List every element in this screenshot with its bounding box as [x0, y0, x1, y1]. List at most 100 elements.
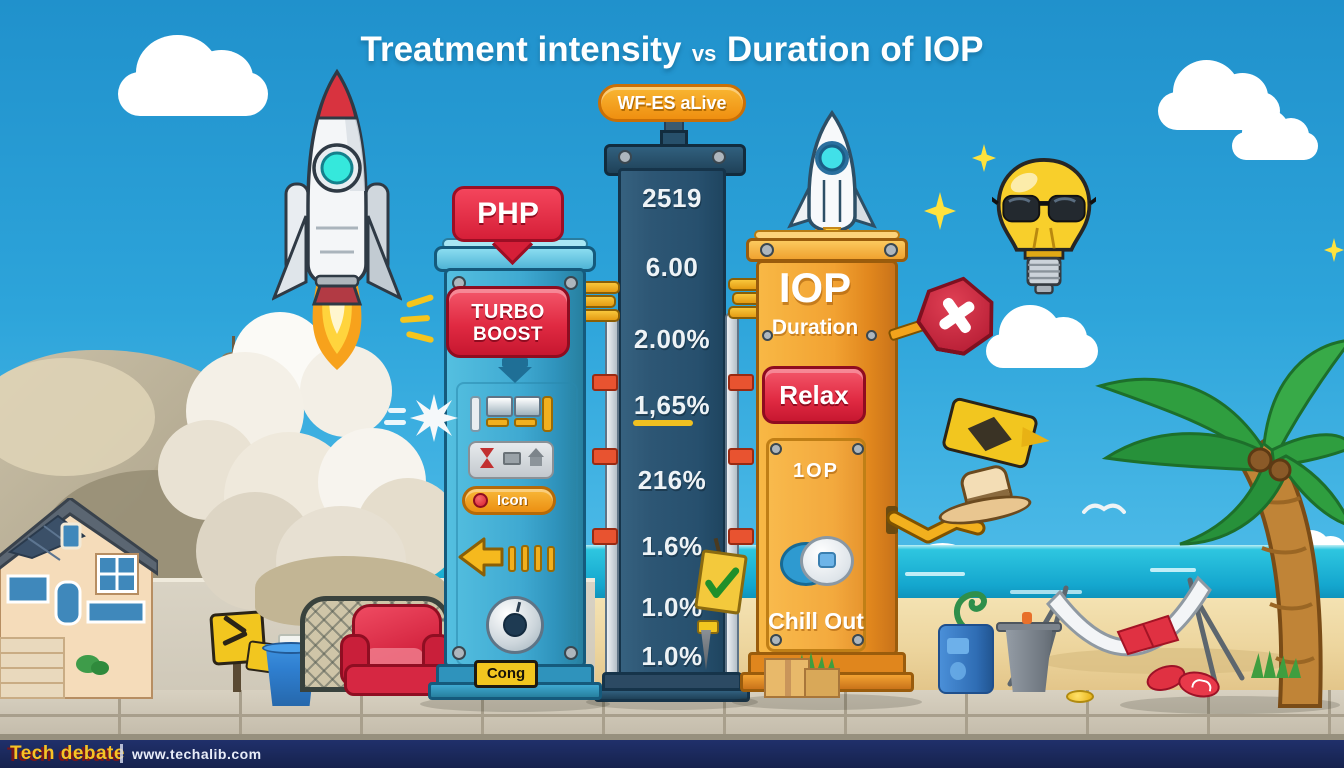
title-right: Duration of IOP [726, 30, 984, 69]
footer-separator [120, 744, 123, 763]
wave-streak [1010, 590, 1082, 594]
checkmark-icon [705, 567, 740, 598]
splat-icon [410, 394, 458, 442]
control-button[interactable] [514, 396, 541, 417]
bolt-icon [564, 646, 578, 660]
control-bar-yellow [486, 418, 509, 427]
flip-flop-strap [1191, 677, 1213, 692]
coin-icon [1066, 690, 1094, 703]
turbo-label: TURBO [471, 301, 545, 323]
bolt-icon [866, 330, 877, 341]
box-tape [785, 660, 791, 696]
footer-brand: Tech debate [10, 743, 125, 764]
iop-bottom-label: Chill Out [750, 608, 882, 635]
relax-button[interactable]: Relax [762, 366, 866, 424]
record-dot-icon [473, 493, 488, 508]
dagger-blade-icon [701, 630, 711, 670]
walkway-edge [0, 734, 1344, 742]
icon-button[interactable]: Icon [462, 486, 556, 515]
arrow-left-icon [458, 537, 504, 577]
gauge-tick-red [728, 374, 754, 391]
top-badge-label: WF-ES aLive [617, 93, 727, 113]
bolt-icon [884, 243, 898, 257]
gauge-rail-right [725, 312, 739, 678]
home-icon [528, 448, 544, 457]
beach-house [0, 498, 158, 699]
iop-shadow [732, 694, 922, 710]
iop-subtitle-label: Duration [771, 316, 859, 339]
control-button[interactable] [486, 396, 513, 417]
gauge-tick-red [728, 528, 754, 545]
bolt-icon [770, 634, 782, 646]
level-bar [547, 546, 555, 572]
palm-tree [1095, 339, 1344, 708]
icon-button-label: Icon [497, 492, 528, 509]
gauge-value: 1.6% [641, 531, 703, 561]
gauge-value: 2519 [642, 183, 702, 213]
bolt-icon [760, 243, 774, 257]
iop-subtitle: Duration [752, 316, 878, 340]
hammock [1007, 575, 1245, 691]
gauge-rail-left [605, 312, 619, 678]
level-bar [508, 546, 516, 572]
boost-label: BOOST [472, 324, 544, 345]
dial-knob[interactable] [486, 596, 544, 654]
bolt-icon [762, 330, 773, 341]
iop-panel-label-text: 1OP [792, 460, 840, 482]
gauge-value-underline [633, 420, 693, 426]
can-label [947, 638, 969, 654]
seagull-icon [1082, 503, 1126, 514]
hourglass-icon [480, 458, 494, 468]
rocket-icon [272, 68, 402, 370]
top-badge: WF-ES aLive [598, 84, 746, 122]
mountain-highlight [0, 358, 155, 476]
cloud [986, 305, 1098, 368]
lightbulb-sunglasses-icon [992, 158, 1096, 295]
bolt-icon [564, 276, 578, 290]
page-title: Treatment intensity vs Duration of IOP [0, 30, 1344, 70]
gauge-tick-red [592, 374, 618, 391]
shell-button-inner [818, 552, 836, 568]
wave-streak [905, 572, 965, 576]
iop-bottom-label-text: Chill Out [768, 608, 864, 634]
iop-title-label: IOP [778, 264, 852, 311]
grass-tuft [1251, 650, 1301, 678]
gauge-value: 1,65% [633, 390, 711, 420]
gauge-tick-red [592, 528, 618, 545]
arrow-down-icon [498, 367, 532, 383]
rocket-small-icon [787, 110, 877, 244]
hourglass-icon [480, 448, 494, 458]
speed-dash [384, 420, 406, 425]
gauge-value: 1.0% [641, 641, 703, 671]
cloud [1232, 108, 1318, 160]
iop-title: IOP [752, 264, 878, 312]
bolt-icon [770, 443, 782, 455]
trash-bin [1005, 630, 1053, 692]
cardboard-box [804, 668, 840, 698]
iop-panel-label: 1OP [756, 460, 876, 483]
cobra-plant-icon [954, 591, 987, 632]
bolt-icon [712, 150, 726, 164]
bolt-icon [852, 634, 864, 646]
ticket-tail [1021, 427, 1051, 449]
wave-streak [1150, 568, 1196, 572]
bolt-icon [852, 443, 864, 455]
php-base-plate-label: Cong [486, 665, 526, 682]
turbo-boost-button[interactable]: TURBO BOOST [446, 286, 570, 358]
ticket-inner [958, 407, 1021, 461]
level-bar [521, 545, 529, 572]
cloud [118, 35, 268, 116]
title-vs: vs [691, 41, 717, 66]
footer-url: www.techalib.com [132, 746, 262, 762]
bin-item [1022, 612, 1032, 624]
arrow-down-icon [502, 358, 528, 367]
home-icon [530, 457, 542, 466]
sign-post [233, 650, 241, 692]
monitor-icon [503, 452, 521, 465]
php-badge-label: PHP [477, 197, 539, 230]
gauge-tick-red [592, 448, 618, 465]
dial-center [503, 613, 527, 637]
blue-can [938, 624, 994, 694]
can-label [950, 662, 966, 680]
